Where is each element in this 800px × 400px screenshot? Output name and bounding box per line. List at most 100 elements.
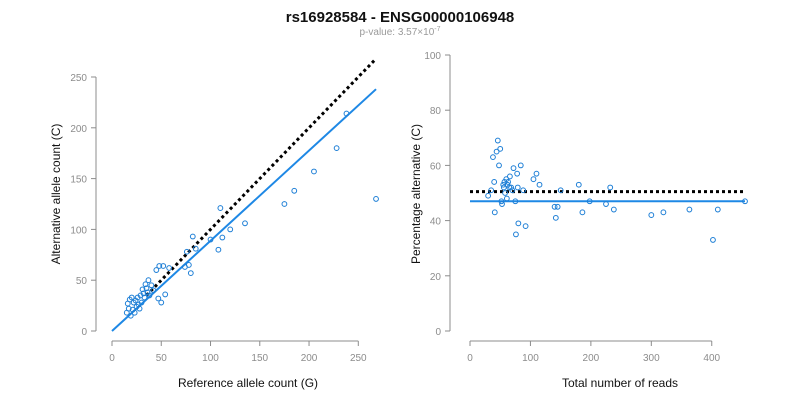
data-point: [660, 209, 667, 216]
data-point: [207, 236, 214, 243]
data-point: [142, 281, 149, 288]
x-axis-label: Reference allele count (G): [178, 376, 318, 390]
data-point: [557, 187, 564, 194]
y-tick-label: 200: [70, 124, 87, 135]
y-tick-label: 150: [70, 175, 87, 186]
y-tick-label: 250: [70, 73, 87, 84]
data-point: [520, 187, 527, 194]
y-tick-label: 100: [70, 225, 87, 236]
data-point: [155, 295, 162, 302]
chart-subtitle: p-value: 3.57×10-7: [359, 26, 440, 38]
data-point: [610, 206, 617, 213]
y-tick-label: 0: [81, 327, 87, 338]
x-tick-label: 150: [251, 353, 268, 364]
x-tick-label: 200: [583, 353, 600, 364]
x-tick-label: 250: [350, 353, 367, 364]
x-tick-label: 100: [202, 353, 219, 364]
data-point: [513, 231, 519, 238]
data-point: [607, 184, 614, 191]
data-point: [742, 198, 748, 205]
data-point: [189, 233, 196, 240]
data-point: [311, 168, 317, 175]
data-point: [502, 190, 508, 196]
x-tick-label: 50: [156, 353, 168, 364]
data-point: [215, 246, 222, 253]
x-tick-label: 400: [703, 353, 720, 364]
y-tick-label: 100: [424, 51, 441, 62]
x-tick-label: 200: [301, 353, 318, 364]
data-point: [500, 184, 507, 191]
data-point: [158, 299, 165, 306]
data-point: [493, 148, 500, 155]
y-tick-label: 40: [430, 217, 442, 228]
right-scatter-panel: 0 100 200 300 400 0 20 40 60 80 100 Total number of…: [409, 51, 748, 390]
data-point: [143, 285, 150, 292]
y-tick-label: 20: [430, 272, 442, 283]
data-point: [498, 198, 505, 205]
data-point: [145, 277, 152, 284]
data-point: [140, 290, 147, 297]
data-point: [514, 170, 521, 177]
data-point: [125, 305, 132, 312]
data-point: [522, 223, 529, 230]
data-point: [512, 198, 519, 205]
data-point: [530, 176, 537, 183]
y-axis-label: Percentage alternative (C): [409, 124, 423, 264]
y-axis-label: Alternative allele count (C): [49, 124, 63, 265]
data-point: [586, 198, 593, 205]
subtitle-text: p-value: 3.57×10: [359, 27, 434, 38]
data-point: [131, 309, 138, 316]
data-point: [156, 263, 163, 269]
data-point: [148, 282, 155, 289]
data-point: [281, 201, 288, 207]
x-tick-label: 0: [109, 353, 115, 364]
x-axis-label: Total number of reads: [562, 376, 678, 390]
data-point: [150, 287, 157, 294]
reference-line: [145, 57, 378, 297]
data-point: [127, 312, 134, 319]
data-point: [217, 205, 224, 211]
data-point: [139, 286, 146, 293]
data-point: [536, 181, 543, 188]
data-point: [551, 203, 558, 210]
data-point: [373, 196, 379, 202]
data-point: [491, 179, 498, 185]
x-tick-label: 0: [467, 353, 473, 364]
data-point: [533, 170, 540, 177]
data-point: [166, 265, 173, 271]
data-point: [496, 162, 502, 169]
data-point: [499, 201, 505, 207]
data-point: [515, 220, 522, 227]
data-point: [686, 206, 693, 213]
data-point: [491, 209, 498, 216]
data-point: [579, 209, 586, 216]
data-point: [509, 187, 516, 194]
data-point: [500, 181, 507, 188]
data-point: [160, 263, 167, 269]
data-point: [187, 270, 194, 276]
left-scatter-panel: 0 50 100 150 200 250 0 50 100 150 200 250 Reference …: [49, 57, 379, 390]
data-point: [554, 203, 561, 210]
data-point: [514, 184, 521, 191]
data-point: [136, 305, 143, 312]
data-point: [714, 206, 721, 213]
x-tick-label: 100: [522, 353, 539, 364]
data-point: [508, 184, 514, 191]
x-tick-label: 300: [643, 353, 660, 364]
data-point: [146, 292, 153, 299]
y-tick-label: 60: [430, 161, 442, 172]
data-point: [192, 245, 199, 252]
data-point: [141, 294, 148, 301]
data-point: [185, 262, 192, 268]
data-point: [291, 187, 298, 194]
subtitle-exponent: -7: [434, 26, 440, 33]
data-point: [648, 212, 655, 218]
y-tick-label: 50: [76, 276, 88, 287]
data-point: [488, 187, 495, 194]
data-point: [603, 201, 609, 207]
data-point: [485, 192, 492, 199]
data-point: [510, 165, 517, 172]
y-tick-label: 80: [430, 106, 442, 117]
data-point: [183, 248, 190, 255]
